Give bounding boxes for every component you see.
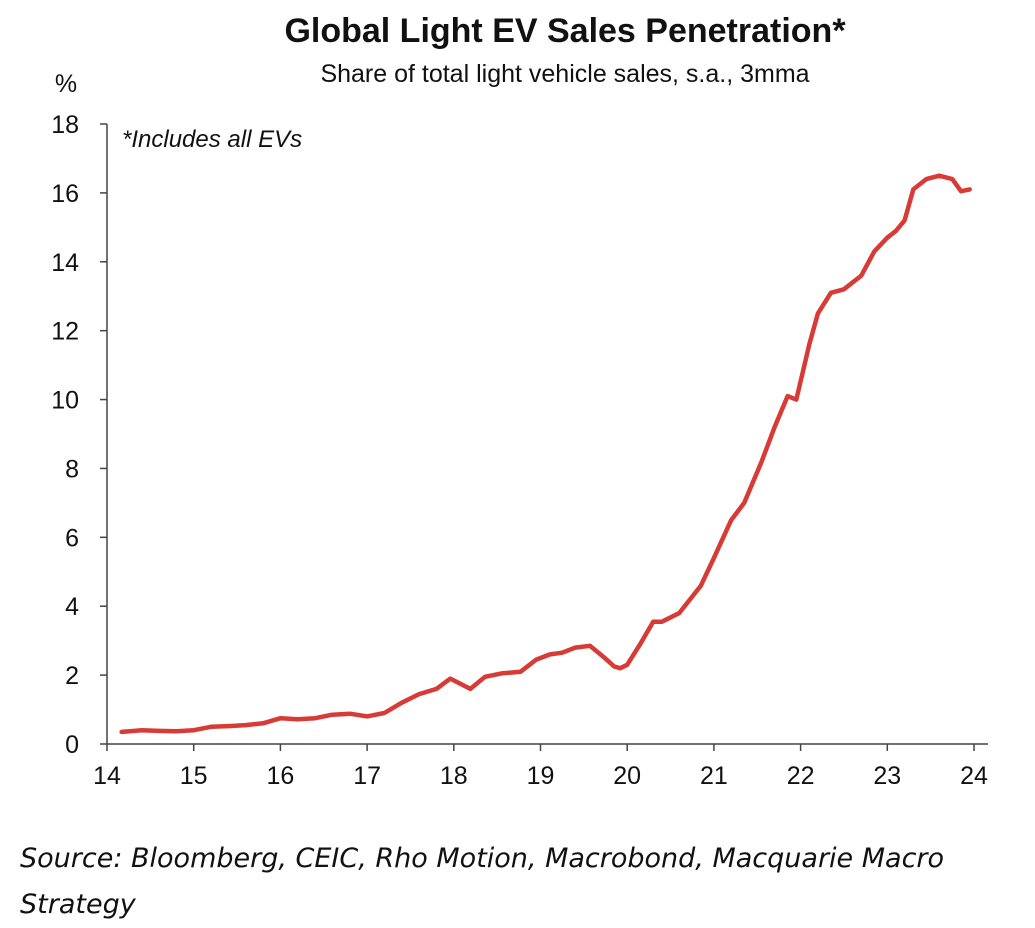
chart-subtitle: Share of total light vehicle sales, s.a.… (320, 60, 809, 88)
annotation: *Includes all EVs (122, 126, 302, 153)
x-tick-label: 22 (787, 762, 815, 790)
x-tick-label: 19 (527, 762, 555, 790)
y-tick-label: 12 (51, 318, 79, 346)
x-tick-label: 14 (93, 762, 121, 790)
y-tick-label: 4 (65, 593, 79, 621)
y-tick-label: 16 (51, 180, 79, 208)
y-tick-label: 18 (51, 111, 79, 139)
x-tick-label: 18 (440, 762, 468, 790)
x-tick-label: 17 (353, 762, 381, 790)
x-tick-label: 20 (613, 762, 641, 790)
x-tick-label: 24 (960, 762, 988, 790)
chart-title: Global Light EV Sales Penetration* (284, 12, 846, 50)
x-tick-label: 21 (700, 762, 728, 790)
y-axis-label: % (55, 70, 77, 98)
x-tick-label: 16 (266, 762, 294, 790)
y-tick-label: 6 (65, 524, 79, 552)
y-tick-label: 14 (51, 249, 79, 277)
chart: Global Light EV Sales Penetration* Share… (51, 12, 988, 790)
y-tick-label: 0 (65, 731, 79, 759)
y-tick-label: 8 (65, 455, 79, 483)
y-tick-label: 10 (51, 387, 79, 415)
x-tick-label: 23 (873, 762, 901, 790)
y-tick-label: 2 (65, 662, 79, 690)
x-tick-label: 15 (180, 762, 208, 790)
data-line (119, 173, 972, 735)
source-note: Source: Bloomberg, CEIC, Rho Motion, Mac… (20, 843, 945, 920)
